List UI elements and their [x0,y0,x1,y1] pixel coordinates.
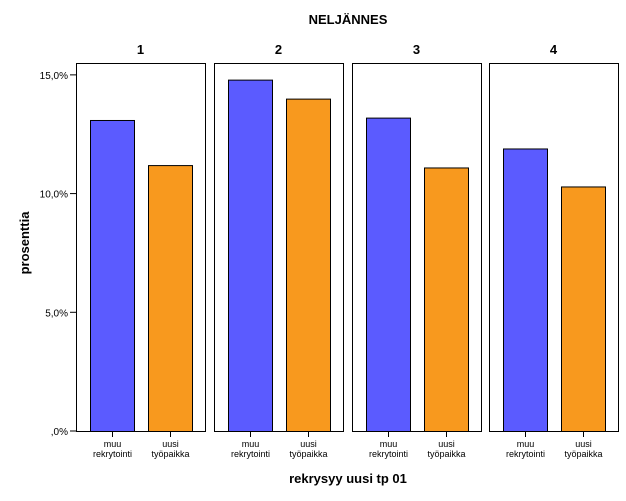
x-tick-label: muu [242,439,260,449]
facet-label: 4 [550,42,558,57]
bar [561,186,606,432]
y-tick-label: ,0% [51,427,68,438]
y-axis-title: prosenttia [17,211,32,275]
y-tick-label: 5,0% [45,308,68,319]
bar [286,98,331,432]
y-tick-label: 15,0% [40,71,68,82]
x-tick-label: uusi [300,439,317,449]
x-axis-title: rekrysyy uusi tp 01 [289,471,407,486]
x-tick-label: uusi [162,439,179,449]
y-axis: ,0% 5,0% 10,0% 15,0% [40,71,76,438]
bar [228,79,273,432]
facet-label: 3 [413,42,420,57]
bar [503,148,548,432]
bar [148,165,193,432]
chart-title: NELJÄNNES [309,12,388,27]
facet-label: 1 [137,42,144,57]
x-tick-label: työpaikka [151,449,189,459]
panels-layer: 1muurekrytointiuusityöpaikka2muurekrytoi… [76,42,619,459]
x-tick-label: työpaikka [427,449,465,459]
bar [366,117,411,433]
facet-label: 2 [275,42,282,57]
x-tick-label: muu [104,439,122,449]
panel-frame [76,63,206,432]
x-tick-label: rekrytointi [369,449,408,459]
panel-frame [214,63,344,432]
x-tick-label: työpaikka [564,449,602,459]
x-tick-label: rekrytointi [231,449,270,459]
x-tick-label: rekrytointi [506,449,545,459]
x-tick-label: muu [517,439,535,449]
x-tick-label: työpaikka [289,449,327,459]
y-tick-label: 10,0% [40,190,68,201]
bar [424,167,469,433]
bar [90,119,135,432]
x-tick-label: muu [380,439,398,449]
x-tick-label: rekrytointi [93,449,132,459]
x-tick-label: uusi [438,439,455,449]
panel-frame [352,63,482,432]
panel-frame [489,63,619,432]
x-tick-label: uusi [575,439,592,449]
